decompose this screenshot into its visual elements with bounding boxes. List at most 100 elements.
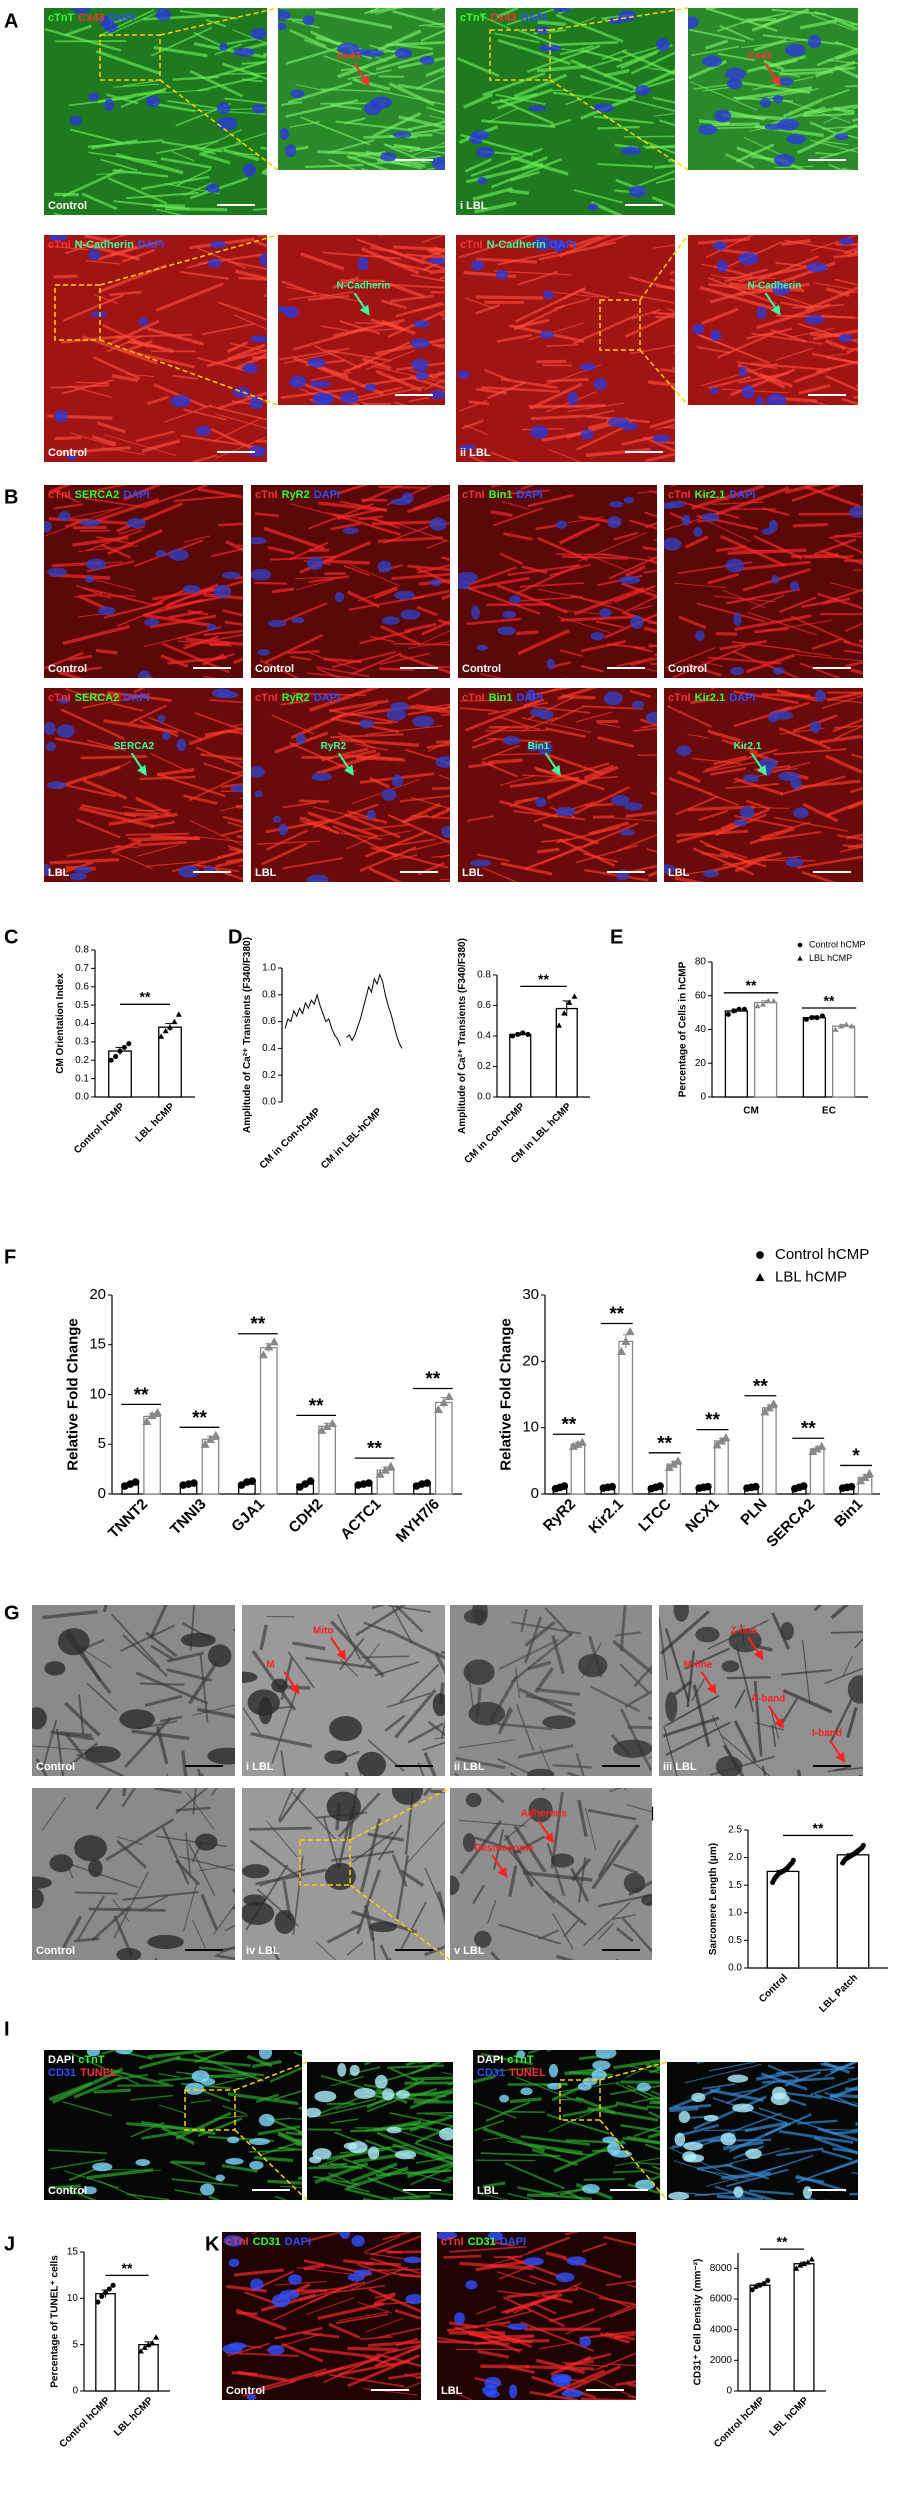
annotation: Kir2.1 [734,741,762,752]
texture [477,177,487,185]
texture [676,2123,720,2138]
texture [623,1872,646,1894]
texture [130,2094,173,2101]
texture [221,571,241,579]
texture [564,2232,580,2236]
texture [266,1820,298,1858]
texture [426,742,450,749]
texture [619,829,636,836]
texture [257,649,270,656]
texture [41,1796,67,1832]
texture [583,1902,631,1946]
texture [338,2311,389,2322]
texture [523,2257,544,2266]
texture [681,514,691,526]
texture [378,75,405,78]
annotation-arrow [353,292,370,316]
texture [624,496,635,504]
texture [295,733,306,745]
texture [658,440,675,445]
texture [615,2157,660,2167]
texture [673,1680,693,1696]
stain-name: DAPI [516,489,542,501]
bar [761,1407,777,1495]
texture [459,444,477,451]
texture [517,628,571,656]
texture [760,830,822,842]
texture [550,1853,575,1868]
texture [577,1799,588,1837]
texture [50,1730,94,1741]
texture [481,386,560,393]
stain-label: cTnI RyR2 DAPI [255,692,340,704]
texture [365,725,442,736]
texture [629,344,675,355]
data-point [145,2341,152,2348]
texture [722,589,766,609]
texture [581,2242,607,2253]
texture [147,2050,224,2059]
texture [576,426,625,451]
data-point [95,2299,101,2305]
texture [434,1652,445,1674]
stain-name: cTnI [48,489,71,501]
texture [524,1620,556,1647]
texture [75,381,109,385]
texture [259,253,267,266]
texture [673,2160,739,2182]
data-point [306,1477,315,1485]
texture [725,67,746,81]
texture [480,2152,561,2157]
texture [555,806,576,817]
texture [780,1669,832,1676]
texture [769,705,792,715]
texture [687,733,710,739]
texture [637,490,657,494]
texture [323,251,401,260]
y-tick-label: 0.5 [728,1935,742,1946]
texture [406,564,450,572]
texture [371,520,442,526]
texture [643,66,675,73]
y-tick-label: 0.4 [262,1043,276,1054]
texture [628,98,675,112]
texture [513,73,568,99]
texture [631,700,645,709]
zoom-line [234,2129,308,2201]
stain-label: cTnI Kir2.1 DAPI [668,489,755,501]
texture [678,2110,691,2124]
texture [251,104,266,114]
texture [599,608,612,618]
texture [648,380,675,387]
texture [514,796,540,804]
texture [62,2101,112,2117]
texture [580,2397,636,2400]
texture [620,51,658,70]
texture [834,242,858,247]
texture [409,2198,449,2200]
texture [166,1651,204,1663]
texture [741,38,807,49]
texture [247,1689,280,1716]
texture [390,702,410,711]
texture [352,77,391,91]
texture [178,865,200,878]
data-point [556,1022,563,1028]
texture [350,2266,408,2291]
texture [630,2161,660,2166]
texture [417,1762,425,1776]
texture [315,10,393,29]
texture [62,2186,97,2200]
data-point [423,1479,432,1487]
bar [555,1007,578,1098]
y-tick-label: 5 [98,1435,106,1452]
texture [138,317,149,327]
texture [437,2340,510,2346]
texture [834,278,858,286]
texture [210,547,243,558]
texture [143,13,219,21]
y-tick-label: 15 [67,2247,79,2258]
